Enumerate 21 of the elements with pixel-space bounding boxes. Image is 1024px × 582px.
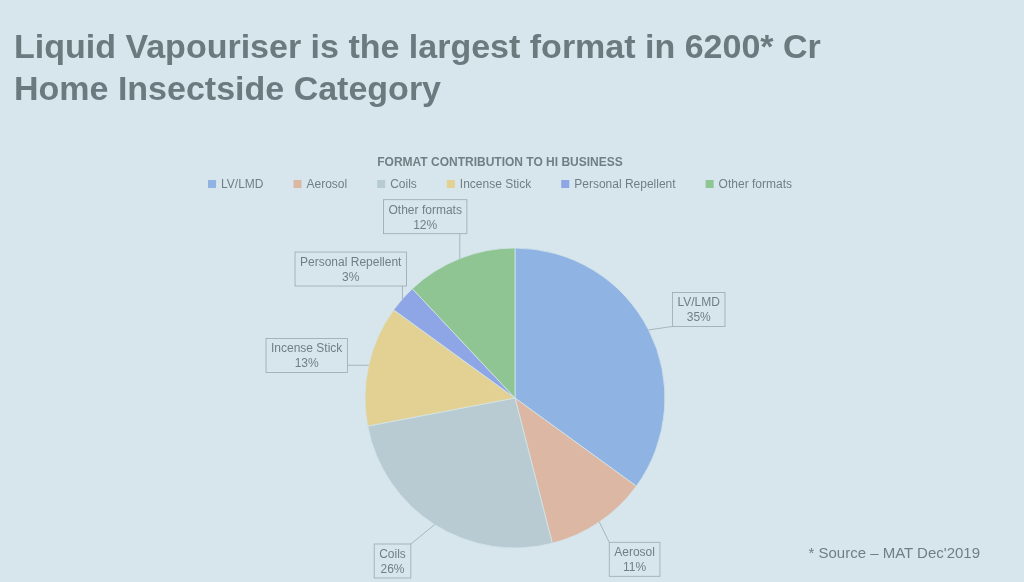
- legend-label: Coils: [390, 177, 417, 191]
- legend-label: Personal Repellent: [574, 177, 677, 191]
- legend-label: Incense Stick: [459, 177, 533, 191]
- slice-label: Incense Stick: [271, 341, 344, 356]
- legend-label: Other formats: [718, 177, 792, 191]
- slice-label: Aerosol: [614, 545, 655, 560]
- slice-label: Coils: [379, 547, 406, 561]
- data-label: 3%: [342, 270, 360, 285]
- slice-label: Personal Repellent: [300, 255, 403, 270]
- slice-label: Other formats: [388, 202, 462, 217]
- legend-label: Aerosol: [306, 177, 348, 191]
- chart-title: Liquid Vapouriser is the largest format in 6200* Cr Home Insectside Category: [14, 27, 821, 107]
- text: * Source – MAT Dec'2019: [808, 544, 980, 561]
- data-label: 13%: [294, 356, 320, 371]
- data-label: 12%: [413, 217, 438, 232]
- legend-label: LV/LMD: [221, 177, 264, 191]
- chart-subtitle: FORMAT CONTRIBUTION TO HI BUSINESS: [377, 155, 623, 169]
- slice-label: LV/LMD: [677, 295, 721, 310]
- data-label: 35%: [686, 310, 712, 325]
- data-label: 26%: [380, 562, 405, 576]
- data-label: 11%: [623, 560, 647, 575]
